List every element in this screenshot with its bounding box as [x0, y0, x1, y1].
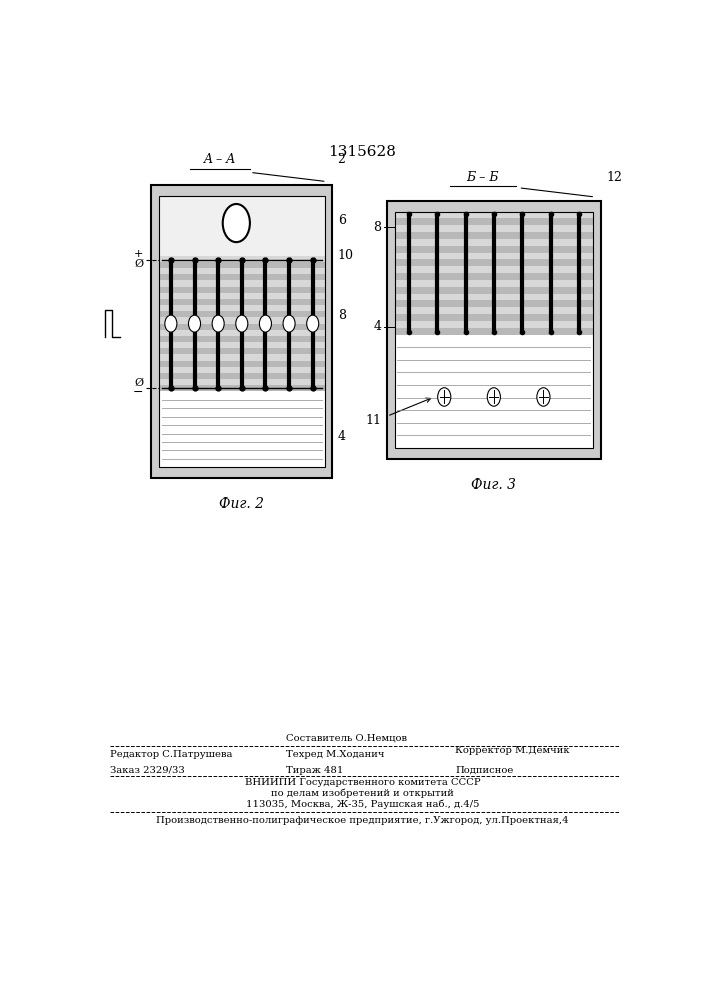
Bar	[159, 348, 325, 354]
Circle shape	[438, 388, 451, 406]
Bar	[151, 185, 159, 478]
Bar	[159, 280, 325, 287]
Bar	[395, 246, 593, 253]
Bar	[395, 212, 593, 218]
Bar	[159, 379, 325, 385]
Bar	[159, 354, 325, 361]
Circle shape	[212, 315, 224, 332]
Text: Ø: Ø	[134, 378, 144, 388]
Text: Б – Б: Б – Б	[467, 171, 499, 184]
Bar	[159, 274, 325, 280]
Bar	[395, 239, 593, 246]
Bar	[159, 367, 325, 373]
Bar	[395, 307, 593, 314]
Bar	[395, 253, 593, 259]
Text: Техред М.Ходанич: Техред М.Ходанич	[286, 750, 384, 759]
Text: 113035, Москва, Ж-35, Раушская наб., д.4/5: 113035, Москва, Ж-35, Раушская наб., д.4…	[245, 800, 479, 809]
Bar	[387, 201, 601, 459]
Circle shape	[223, 204, 250, 242]
Bar	[159, 324, 325, 330]
Text: A – A: A – A	[204, 153, 236, 166]
Text: 8: 8	[373, 221, 382, 234]
Bar	[395, 287, 593, 294]
Text: Корректор М.Демчик: Корректор М.Демчик	[455, 746, 570, 755]
Circle shape	[189, 315, 201, 332]
Text: 12: 12	[606, 171, 622, 184]
Text: Тираж 481: Тираж 481	[286, 766, 343, 775]
Circle shape	[235, 315, 248, 332]
Bar	[159, 385, 325, 391]
Bar	[395, 232, 593, 239]
Bar	[395, 314, 593, 321]
Bar	[395, 273, 593, 280]
Text: 2: 2	[338, 153, 346, 166]
Text: 10: 10	[338, 249, 354, 262]
Bar	[159, 391, 325, 467]
Bar	[325, 185, 332, 478]
Bar	[159, 361, 325, 367]
Text: Подписное: Подписное	[455, 766, 514, 775]
Bar	[395, 212, 593, 448]
Text: Редактор С.Патрушева: Редактор С.Патрушева	[110, 750, 233, 759]
Text: −: −	[133, 386, 144, 399]
Bar	[159, 336, 325, 342]
Bar	[395, 218, 593, 225]
Bar	[159, 196, 325, 467]
Bar	[387, 201, 395, 459]
Bar	[159, 256, 325, 262]
Bar	[387, 201, 601, 212]
Bar	[395, 294, 593, 300]
Text: Ø: Ø	[134, 259, 144, 269]
Bar	[159, 262, 325, 268]
Bar	[395, 300, 593, 307]
Bar	[593, 201, 601, 459]
Circle shape	[165, 315, 177, 332]
Circle shape	[259, 315, 271, 332]
Text: 4: 4	[373, 320, 382, 333]
Circle shape	[537, 388, 550, 406]
Circle shape	[283, 315, 295, 332]
Bar	[395, 328, 593, 335]
Bar	[395, 280, 593, 287]
Text: 8: 8	[338, 309, 346, 322]
Text: по делам изобретений и открытий: по делам изобретений и открытий	[271, 789, 454, 798]
Text: Фиг. 3: Фиг. 3	[472, 478, 516, 492]
Text: 6: 6	[338, 214, 346, 227]
Bar	[159, 330, 325, 336]
Text: 11: 11	[366, 414, 382, 427]
Bar	[159, 287, 325, 293]
Bar	[159, 305, 325, 311]
Text: Фиг. 2: Фиг. 2	[219, 497, 264, 511]
Bar	[159, 196, 325, 256]
Text: +: +	[134, 249, 144, 259]
Text: Составитель О.Немцов: Составитель О.Немцов	[286, 734, 407, 743]
Bar	[159, 373, 325, 379]
Bar	[395, 266, 593, 273]
Circle shape	[487, 388, 501, 406]
Bar	[159, 268, 325, 274]
Bar	[159, 293, 325, 299]
Text: 1315628: 1315628	[328, 145, 397, 159]
Text: ВНИИПИ Государственного комитета СССР: ВНИИПИ Государственного комитета СССР	[245, 778, 480, 787]
Text: 4: 4	[338, 430, 346, 443]
Bar	[387, 201, 601, 459]
Bar	[387, 448, 601, 459]
Bar	[151, 185, 332, 196]
Bar	[395, 321, 593, 328]
Bar	[151, 185, 332, 478]
Bar	[151, 185, 332, 478]
Bar	[159, 342, 325, 348]
Text: Производственно-полиграфическое предприятие, г.Ужгород, ул.Проектная,4: Производственно-полиграфическое предприя…	[156, 816, 568, 825]
Text: Заказ 2329/33: Заказ 2329/33	[110, 766, 185, 775]
Circle shape	[307, 315, 319, 332]
Bar	[159, 317, 325, 324]
Bar	[159, 299, 325, 305]
Bar	[159, 311, 325, 317]
Bar	[395, 259, 593, 266]
Bar	[151, 467, 332, 478]
Bar	[395, 225, 593, 232]
Bar	[395, 335, 593, 448]
